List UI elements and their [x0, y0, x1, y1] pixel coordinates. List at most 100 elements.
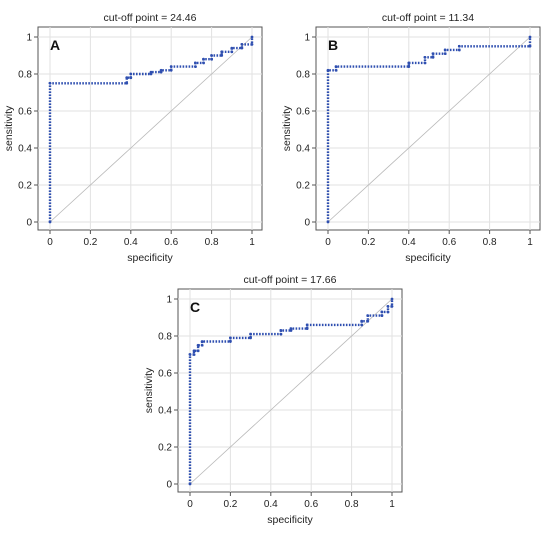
x-tick-label: 0.2 — [223, 499, 237, 510]
roc-point — [407, 61, 411, 65]
roc-point — [528, 35, 532, 39]
roc-point — [220, 54, 224, 57]
roc-point — [169, 68, 173, 72]
x-tick-label: 0 — [187, 499, 193, 510]
reference-diagonal — [49, 36, 253, 223]
roc-point — [380, 310, 384, 314]
roc-point — [431, 55, 435, 59]
y-tick-label: 0 — [166, 480, 172, 491]
roc-point — [202, 61, 205, 65]
y-tick-label: 0 — [26, 218, 32, 229]
roc-point — [149, 70, 153, 74]
x-tick-label: 0.4 — [402, 237, 416, 248]
roc-point — [528, 44, 532, 48]
roc-point — [366, 314, 370, 318]
roc-point — [125, 81, 129, 85]
roc-curve — [188, 299, 394, 484]
roc-point — [279, 332, 283, 336]
x-tick-label: 0.8 — [483, 237, 497, 248]
x-tick-label: 0.4 — [264, 499, 278, 510]
roc-point — [210, 54, 214, 57]
x-tick-label: 0 — [47, 237, 53, 248]
roc-point — [305, 323, 309, 327]
y-tick-label: 0.2 — [296, 181, 310, 192]
roc-point — [360, 319, 364, 323]
y-tick-label: 0.2 — [158, 443, 172, 454]
roc-point — [220, 50, 224, 54]
roc-point — [192, 349, 196, 353]
roc-point — [334, 65, 338, 68]
roc-point — [457, 48, 461, 52]
x-tick-label: 0 — [325, 237, 331, 248]
x-tick-label: 0.8 — [345, 499, 359, 510]
roc-point — [360, 323, 364, 327]
y-tick-label: 0.4 — [296, 144, 310, 155]
roc-point — [230, 50, 234, 54]
y-axis-label: sensitivity — [3, 105, 15, 151]
roc-point — [229, 340, 232, 343]
x-tick-label: 0.2 — [83, 237, 97, 248]
roc-point — [200, 340, 204, 343]
roc-point — [250, 43, 254, 46]
roc-point — [129, 72, 133, 76]
roc-point — [289, 327, 293, 330]
y-tick-label: 0.6 — [158, 369, 172, 380]
roc-point — [380, 314, 384, 318]
roc-point — [196, 349, 200, 353]
roc-point — [210, 57, 214, 61]
roc-point — [194, 61, 197, 65]
reference-diagonal — [189, 298, 393, 485]
chart-title: cut-off point = 11.34 — [382, 12, 474, 24]
y-tick-label: 0 — [304, 218, 310, 229]
roc-point — [48, 81, 52, 85]
roc-point — [366, 319, 370, 323]
y-tick-label: 0.8 — [158, 332, 172, 343]
x-axis-label: specificity — [267, 514, 313, 526]
roc-point — [125, 76, 129, 80]
x-tick-label: 0.6 — [304, 499, 318, 510]
roc-point — [240, 46, 244, 50]
x-tick-label: 1 — [527, 237, 533, 248]
roc-point — [249, 336, 253, 340]
roc-point — [386, 310, 390, 314]
panel-letter: C — [190, 299, 200, 315]
y-tick-label: 0.2 — [18, 181, 32, 192]
x-tick-label: 0.6 — [164, 237, 178, 248]
y-tick-label: 1 — [304, 33, 310, 44]
roc-point — [334, 68, 338, 72]
roc-point — [240, 43, 244, 46]
roc-point — [229, 336, 232, 340]
roc-point — [249, 332, 253, 336]
y-tick-label: 0.8 — [296, 70, 310, 81]
x-tick-label: 0.4 — [124, 237, 138, 248]
roc-point — [305, 327, 309, 330]
roc-point — [202, 57, 205, 61]
y-tick-label: 0.8 — [18, 70, 32, 81]
roc-point — [159, 68, 163, 72]
roc-point — [457, 44, 461, 48]
y-tick-label: 0.4 — [18, 144, 32, 155]
roc-point — [129, 76, 133, 80]
x-tick-label: 0.6 — [442, 237, 456, 248]
roc-point — [443, 52, 447, 56]
roc-point — [431, 52, 435, 56]
y-tick-label: 0.4 — [158, 406, 172, 417]
roc-point — [326, 220, 330, 224]
roc-point — [390, 305, 394, 308]
x-axis-label: specificity — [127, 252, 173, 264]
roc-point — [423, 55, 427, 59]
roc-point — [188, 353, 192, 356]
y-tick-label: 1 — [166, 295, 172, 306]
chart-title: cut-off point = 24.46 — [104, 12, 197, 24]
roc-point — [200, 343, 204, 347]
roc-point — [192, 353, 196, 356]
roc-point — [250, 35, 254, 39]
panel-letter: B — [328, 37, 338, 53]
roc-point — [279, 329, 283, 332]
y-axis-label: sensitivity — [143, 367, 155, 413]
x-tick-label: 1 — [389, 499, 395, 510]
roc-point — [196, 343, 200, 347]
